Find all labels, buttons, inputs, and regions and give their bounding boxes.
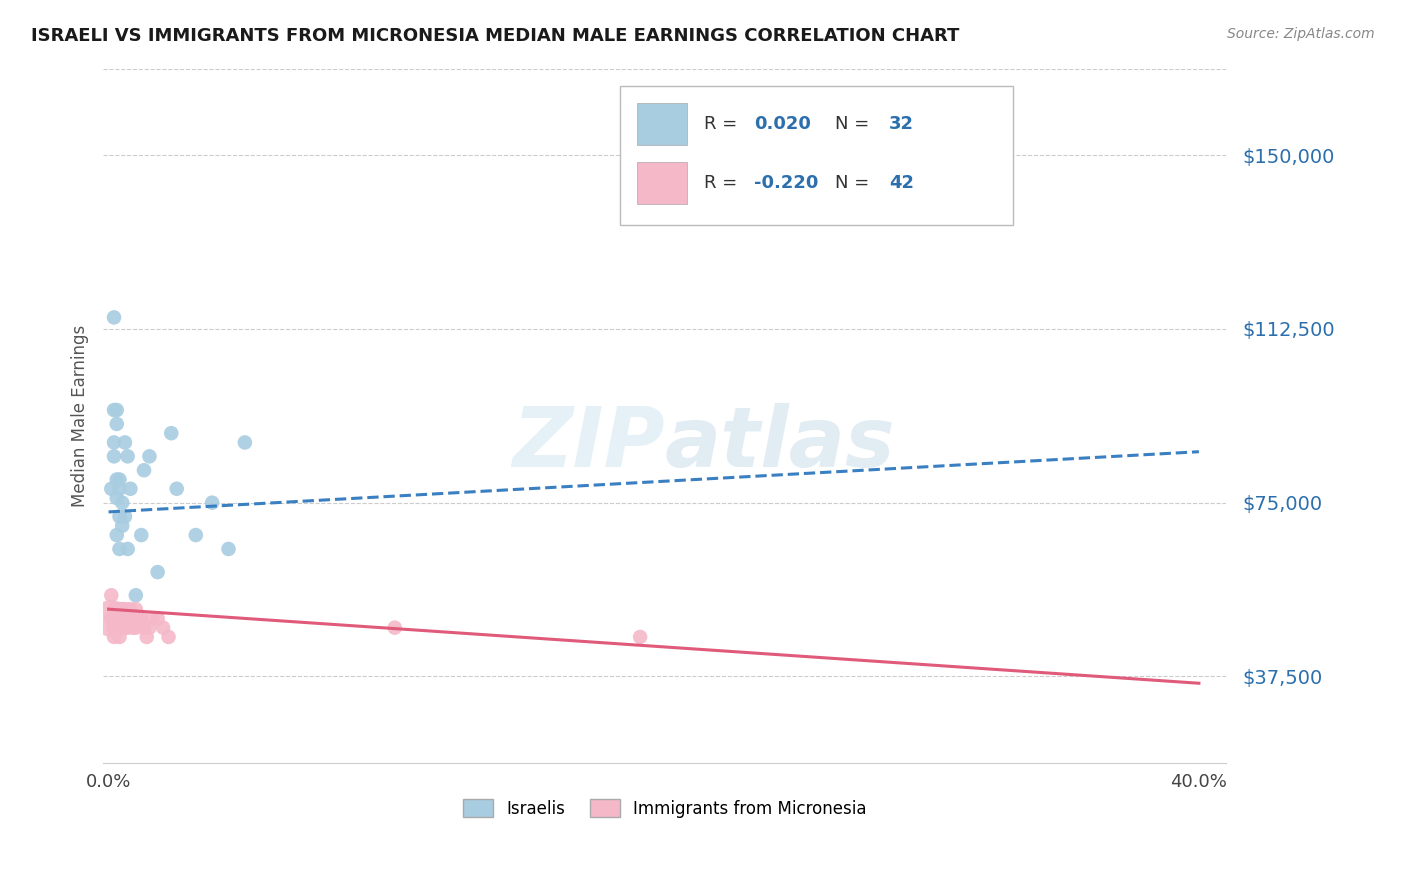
Text: atlas: atlas — [665, 403, 896, 484]
Point — [103, 310, 125, 325]
Text: 42: 42 — [889, 174, 914, 192]
Point — [103, 450, 125, 464]
Point — [108, 541, 131, 556]
Point — [108, 482, 131, 496]
Point — [105, 621, 128, 635]
Point — [138, 621, 160, 635]
Point — [108, 473, 131, 487]
Point — [103, 403, 125, 417]
Point — [103, 630, 125, 644]
Point — [105, 602, 128, 616]
Text: ZIP: ZIP — [512, 403, 665, 484]
Point — [111, 602, 134, 616]
FancyBboxPatch shape — [620, 86, 1012, 225]
Point — [100, 588, 122, 602]
Point — [108, 621, 131, 635]
Point — [129, 528, 152, 542]
Point — [114, 621, 136, 635]
Point — [108, 509, 131, 524]
Point — [108, 602, 131, 616]
Point — [111, 611, 134, 625]
Point — [103, 435, 125, 450]
Point — [122, 621, 145, 635]
Point — [117, 611, 139, 625]
Point — [111, 518, 134, 533]
Point — [120, 482, 142, 496]
Point — [103, 621, 125, 635]
Text: -0.220: -0.220 — [755, 174, 818, 192]
Point — [129, 611, 152, 625]
Point — [128, 611, 150, 625]
Y-axis label: Median Male Earnings: Median Male Earnings — [72, 325, 89, 507]
Point — [108, 630, 131, 644]
Point — [105, 621, 128, 635]
Point — [132, 621, 155, 635]
Text: R =: R = — [704, 115, 742, 133]
Text: 32: 32 — [889, 115, 914, 133]
Point — [146, 565, 169, 579]
Point — [114, 435, 136, 450]
Legend: Israelis, Immigrants from Micronesia: Israelis, Immigrants from Micronesia — [456, 793, 873, 824]
Point — [233, 435, 256, 450]
Point — [105, 611, 128, 625]
Point — [120, 611, 142, 625]
Point — [108, 611, 131, 625]
Point — [201, 496, 224, 510]
Point — [120, 602, 142, 616]
Point — [114, 509, 136, 524]
Point — [114, 602, 136, 616]
Point — [105, 528, 128, 542]
Point — [105, 417, 128, 431]
Point — [117, 541, 139, 556]
Point — [160, 426, 183, 441]
Point — [125, 588, 148, 602]
Point — [103, 611, 125, 625]
Point — [132, 463, 155, 477]
Point — [103, 602, 125, 616]
Point — [218, 541, 240, 556]
Text: N =: N = — [835, 174, 876, 192]
Text: Source: ZipAtlas.com: Source: ZipAtlas.com — [1227, 27, 1375, 41]
Point — [111, 621, 134, 635]
Point — [111, 496, 134, 510]
Point — [100, 482, 122, 496]
Point — [166, 482, 188, 496]
Point — [111, 611, 134, 625]
Point — [152, 621, 174, 635]
Point — [138, 450, 160, 464]
Point — [125, 621, 148, 635]
Point — [105, 611, 128, 625]
FancyBboxPatch shape — [637, 162, 688, 204]
Point — [117, 621, 139, 635]
Point — [628, 630, 651, 644]
Point — [117, 450, 139, 464]
Point — [141, 611, 163, 625]
FancyBboxPatch shape — [637, 103, 688, 145]
Point — [146, 611, 169, 625]
Text: 0.020: 0.020 — [755, 115, 811, 133]
Point — [114, 621, 136, 635]
Text: N =: N = — [835, 115, 876, 133]
Point — [100, 611, 122, 625]
Text: ISRAELI VS IMMIGRANTS FROM MICRONESIA MEDIAN MALE EARNINGS CORRELATION CHART: ISRAELI VS IMMIGRANTS FROM MICRONESIA ME… — [31, 27, 959, 45]
Text: R =: R = — [704, 174, 742, 192]
Point — [384, 621, 406, 635]
Point — [184, 528, 207, 542]
Point — [108, 621, 131, 635]
Point — [125, 602, 148, 616]
Point — [157, 630, 180, 644]
Point — [105, 403, 128, 417]
Point — [135, 630, 157, 644]
Point — [105, 491, 128, 505]
Point — [100, 611, 122, 625]
Point — [105, 473, 128, 487]
Point — [122, 611, 145, 625]
